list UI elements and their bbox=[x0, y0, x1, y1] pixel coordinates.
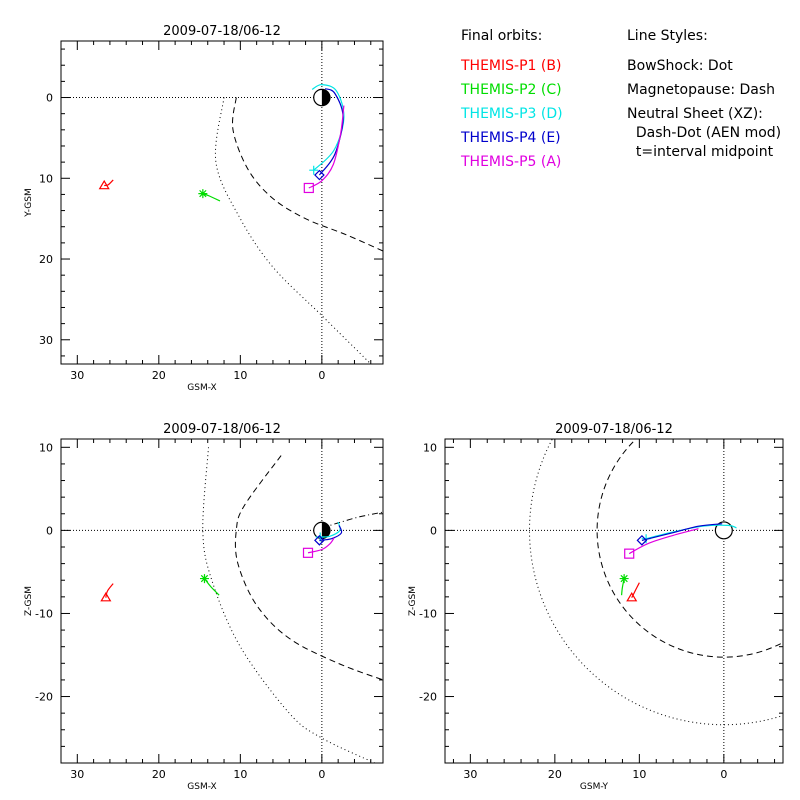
orbit-1-triangle-marker bbox=[98, 179, 110, 190]
styles-heading: Line Styles: bbox=[627, 28, 708, 44]
x-tick-label: 10 bbox=[632, 768, 646, 781]
y-tick-label: -20 bbox=[419, 691, 437, 704]
orbit-4-track bbox=[319, 525, 343, 541]
x-axis-label: GSM-X bbox=[187, 383, 216, 393]
earth-night-side bbox=[321, 89, 331, 106]
orbit-4-track bbox=[641, 523, 723, 541]
x-tick-label: 30 bbox=[70, 768, 84, 781]
orbit-5-track bbox=[628, 528, 699, 555]
earth-icon bbox=[714, 521, 733, 540]
plot-area bbox=[445, 439, 783, 763]
ticks bbox=[60, 439, 383, 764]
legend-style-bowshock: BowShock: Dot bbox=[627, 58, 733, 74]
orbit-1-triangle-marker bbox=[626, 591, 638, 602]
orbit-5-square-marker bbox=[302, 547, 314, 558]
panel-xz: 2009-07-18/06-12 30 20 10 0 10 0 -10 -20 GSM-X Z-G… bbox=[24, 422, 384, 792]
plot-frame bbox=[444, 438, 784, 764]
legend-orbit-p2: THEMIS-P2 (C) bbox=[460, 82, 562, 98]
legend-style-magnetopause: Magnetopause: Dash bbox=[627, 82, 775, 98]
orbit-1-track bbox=[631, 582, 640, 598]
orbit-5-track bbox=[308, 105, 345, 189]
orbit-5-track bbox=[307, 537, 335, 554]
plot-area bbox=[61, 439, 383, 763]
y-tick-label: -10 bbox=[419, 607, 437, 620]
x-tick-label: 20 bbox=[548, 768, 562, 781]
y-tick-label: 10 bbox=[423, 441, 437, 454]
magnetopause-line bbox=[234, 455, 383, 681]
y-tick-label: 0 bbox=[430, 524, 437, 537]
panel-title: 2009-07-18/06-12 bbox=[555, 422, 673, 437]
legend-style-neutral-sheet: Neutral Sheet (XZ): bbox=[627, 106, 763, 122]
orbit-1-track bbox=[105, 583, 114, 598]
orbits-heading: Final orbits: bbox=[461, 28, 542, 44]
y-axis-label: Y-GSM bbox=[24, 188, 34, 217]
x-tick-label: 0 bbox=[318, 369, 325, 382]
x-tick-label: 20 bbox=[152, 768, 166, 781]
magnetopause-line bbox=[232, 97, 383, 252]
y-tick-label: 0 bbox=[46, 92, 53, 105]
panel-xy: 2009-07-18/06-12 30 20 10 0 0 10 20 30 GSM-X Y-GSM bbox=[24, 24, 384, 393]
orbit-1-triangle-marker bbox=[100, 591, 112, 602]
y-axis-label: Z-GSM bbox=[408, 586, 418, 616]
orbit-2-asterisk-marker bbox=[619, 574, 629, 584]
plot-area bbox=[61, 41, 383, 364]
ticks bbox=[60, 41, 383, 364]
orbit-4-diamond-marker bbox=[636, 535, 648, 546]
y-tick-label: 30 bbox=[39, 334, 53, 347]
y-axis-label: Z-GSM bbox=[24, 586, 34, 616]
x-tick-label: 0 bbox=[318, 768, 325, 781]
orbit-1-track bbox=[104, 179, 114, 187]
ticks bbox=[445, 439, 783, 764]
orbit-5-square-marker bbox=[303, 182, 314, 194]
x-tick-label: 10 bbox=[233, 768, 247, 781]
x-axis-label: GSM-X bbox=[187, 782, 216, 792]
orbit-2-asterisk-marker bbox=[198, 189, 208, 199]
x-tick-label: 30 bbox=[463, 768, 477, 781]
panel-title: 2009-07-18/06-12 bbox=[163, 422, 281, 437]
plot-frame bbox=[60, 40, 384, 365]
orbit-3-plus-marker bbox=[309, 165, 319, 175]
legend-style-aen-mod: Dash-Dot (AEN mod) bbox=[627, 125, 781, 141]
plot-frame bbox=[60, 438, 384, 764]
legend-orbit-p4: THEMIS-P4 (E) bbox=[460, 130, 561, 146]
legend-orbit-p3: THEMIS-P3 (D) bbox=[460, 106, 563, 122]
orbit-5-square-marker bbox=[624, 548, 635, 559]
orbit-3-track bbox=[311, 84, 345, 171]
earth-night-side bbox=[321, 522, 331, 539]
panel-title: 2009-07-18/06-12 bbox=[163, 24, 281, 39]
orbit-4-diamond-marker bbox=[314, 169, 325, 181]
legend-style-interval-midpoint: t=interval midpoint bbox=[627, 144, 774, 160]
bow-shock-line bbox=[214, 97, 372, 364]
x-tick-label: 0 bbox=[720, 768, 727, 781]
legend-orbit-p5: THEMIS-P5 (A) bbox=[460, 154, 561, 170]
y-tick-label: -10 bbox=[35, 607, 53, 620]
y-tick-label: 10 bbox=[39, 441, 53, 454]
y-tick-label: -20 bbox=[35, 691, 53, 704]
legend-orbit-p1: THEMIS-P1 (B) bbox=[460, 58, 561, 74]
y-tick-label: 20 bbox=[39, 253, 53, 266]
x-axis-label: GSM-Y bbox=[580, 782, 609, 792]
orbit-4-diamond-marker bbox=[314, 535, 325, 546]
orbit-3-track bbox=[645, 524, 737, 540]
y-tick-label: 10 bbox=[39, 172, 53, 185]
y-tick-label: 0 bbox=[46, 524, 53, 537]
neutral-sheet-line bbox=[321, 511, 383, 529]
legend: Final orbits: THEMIS-P1 (B) THEMIS-P2 (C… bbox=[460, 28, 781, 170]
x-tick-label: 10 bbox=[233, 369, 247, 382]
x-tick-label: 20 bbox=[152, 369, 166, 382]
x-tick-label: 30 bbox=[70, 369, 84, 382]
orbit-2-asterisk-marker bbox=[199, 574, 209, 584]
panel-yz: 2009-07-18/06-12 30 20 10 0 10 0 -10 -20 GSM-Y Z-G… bbox=[408, 422, 784, 792]
